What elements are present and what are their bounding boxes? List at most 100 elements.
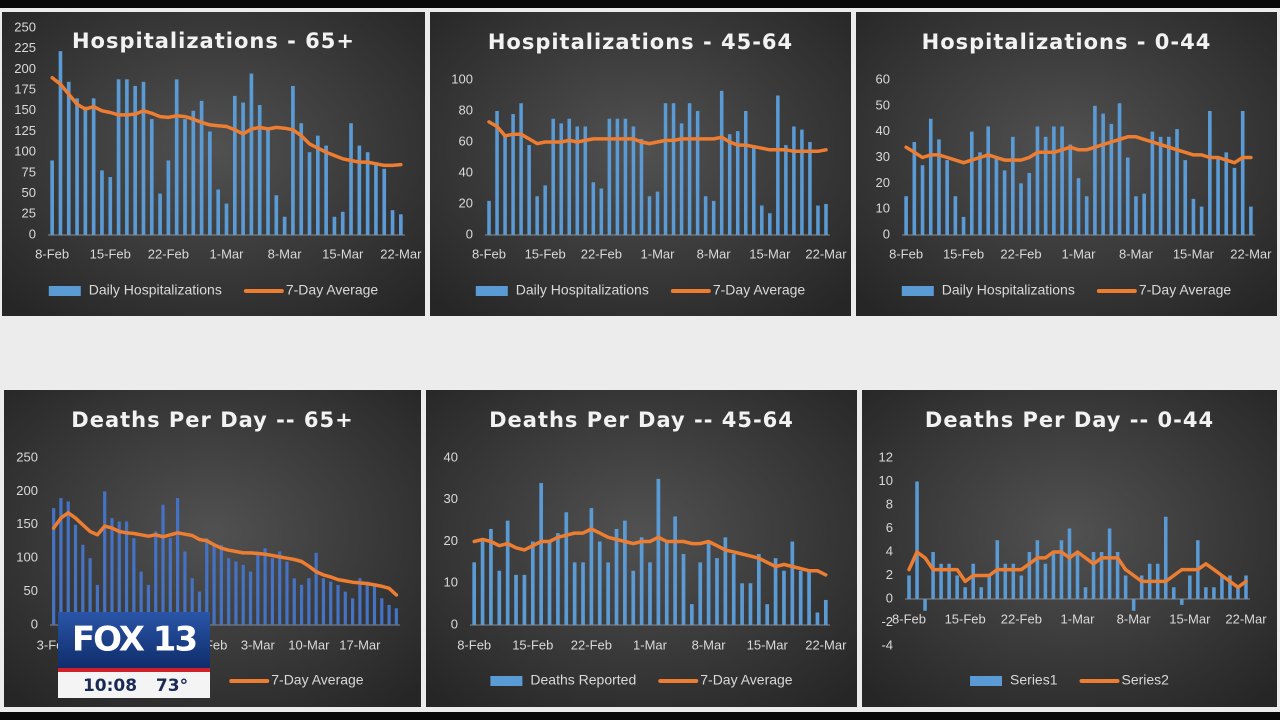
bar: [963, 587, 967, 599]
bar: [241, 564, 245, 625]
bar: [589, 508, 594, 625]
bar: [103, 491, 107, 625]
y-tick-label: 2: [886, 567, 893, 582]
bar: [599, 188, 604, 235]
bar: [1076, 178, 1081, 235]
bar: [768, 213, 772, 235]
bar: [224, 203, 229, 235]
bar: [1244, 575, 1248, 599]
bar: [567, 118, 572, 235]
bar: [953, 196, 958, 235]
bar: [572, 562, 577, 625]
bar: [1117, 103, 1122, 235]
bar: [979, 587, 983, 599]
bar: [631, 126, 636, 235]
bar: [1083, 587, 1088, 599]
x-tick-label: 1-Mar: [633, 637, 668, 652]
bar: [141, 81, 146, 235]
bar: [95, 584, 99, 625]
x-tick-label: 15-Feb: [512, 637, 553, 652]
chart-panel: Deaths Per Day -- 0-44 -4 -2 0 2 4 6 8 10 12 8-Feb…: [862, 390, 1277, 707]
bar: [1183, 160, 1188, 235]
chart-title: Hospitalizations - 45-64: [488, 30, 793, 54]
bar: [190, 578, 194, 625]
bar: [132, 538, 136, 625]
bar: [1027, 173, 1032, 235]
bar: [556, 533, 560, 625]
y-tick-label: 20: [459, 195, 473, 210]
legend-label: Series2: [1122, 672, 1170, 688]
bar: [372, 584, 377, 625]
bar: [969, 131, 974, 235]
bar: [1003, 563, 1008, 599]
bar: [1216, 157, 1220, 235]
y-tick-label: 0: [886, 590, 893, 605]
x-tick-label: 8-Feb: [889, 246, 923, 261]
bar: [503, 134, 507, 235]
bar: [1236, 587, 1240, 599]
bar: [365, 152, 370, 235]
x-tick-label: 22-Feb: [571, 637, 612, 652]
legend-label: 7-Day Average: [700, 672, 793, 688]
legend-swatch: [901, 286, 934, 296]
bar: [547, 541, 552, 625]
panel-background: [2, 12, 425, 316]
bar: [1091, 552, 1096, 599]
bar: [1107, 528, 1112, 599]
bar: [248, 571, 253, 625]
bar: [351, 598, 355, 625]
bar: [971, 563, 975, 599]
bar: [168, 538, 172, 625]
average-line: [50, 75, 403, 168]
bar: [73, 524, 78, 625]
average-line: [472, 527, 828, 577]
bar: [1158, 136, 1163, 235]
x-tick-label: 15-Feb: [943, 246, 984, 261]
legend-label: 7-Day Average: [713, 282, 806, 298]
chart-panel: Deaths Per Day -- 45-64 0 10 20 30 40 8-Feb 15-…: [426, 390, 857, 707]
bar: [219, 544, 223, 625]
bar: [329, 581, 333, 625]
legend-label: Daily Hospitalizations: [516, 282, 649, 298]
bar: [489, 528, 493, 625]
y-tick-label: 50: [22, 185, 36, 200]
bar: [543, 185, 547, 235]
bar: [1232, 167, 1237, 235]
bar: [1150, 131, 1155, 235]
x-tick-label: 10-Mar: [288, 637, 330, 652]
x-tick-label: 1-Mar: [1061, 611, 1096, 626]
bar: [703, 196, 708, 235]
x-tick-label: 15-Mar: [1169, 611, 1211, 626]
y-tick-label: 225: [14, 40, 36, 55]
bar: [823, 599, 828, 625]
x-tick-label: 22-Feb: [148, 246, 189, 261]
y-tick-label: 250: [16, 449, 38, 464]
bar: [961, 216, 966, 235]
bar: [1043, 563, 1048, 599]
bar: [50, 160, 54, 235]
bar: [266, 129, 270, 235]
bar: [955, 575, 959, 599]
x-tick-label: 22-Mar: [1225, 611, 1267, 626]
bar: [530, 541, 535, 625]
bar: [183, 119, 187, 235]
x-tick-label: 22-Feb: [581, 246, 622, 261]
bar: [945, 160, 949, 235]
bar: [559, 123, 563, 235]
bar: [161, 504, 165, 625]
bar: [1228, 575, 1232, 599]
bar: [52, 508, 56, 625]
bar: [551, 118, 555, 235]
bar: [1002, 170, 1007, 235]
bar: [480, 541, 485, 625]
bar: [83, 106, 88, 235]
bar: [748, 583, 753, 625]
bar: [1249, 206, 1253, 235]
x-tick-label: 8-Mar: [697, 246, 732, 261]
bar: [1134, 196, 1138, 235]
bar: [743, 111, 748, 235]
bar: [91, 98, 96, 235]
bar: [1115, 552, 1120, 599]
bar: [212, 544, 216, 625]
